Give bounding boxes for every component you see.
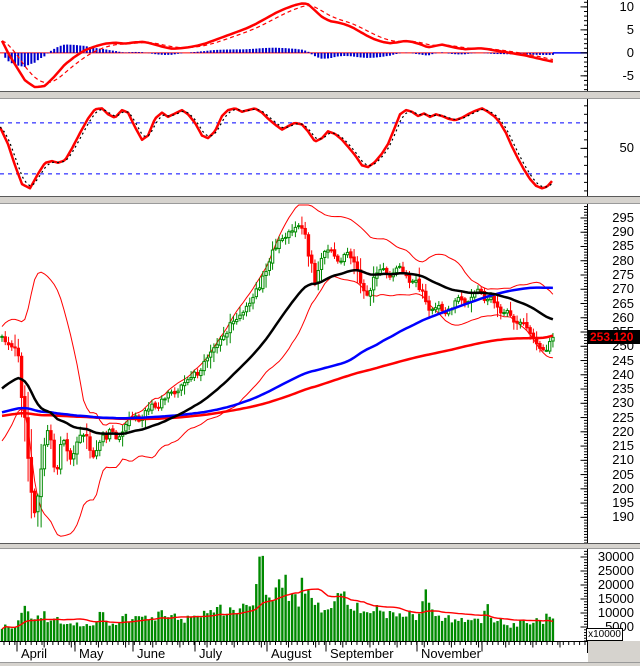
price-tick-label: 205	[612, 466, 634, 482]
price-tick-label: 295	[612, 209, 634, 225]
month-label-september: September	[330, 646, 394, 661]
price-tick-label: 230	[612, 395, 634, 411]
vol-tick-label: 10000	[597, 604, 634, 620]
price-tick-label: 270	[612, 281, 634, 297]
volume-unit-box: x10000	[586, 628, 623, 641]
month-label-august: August	[271, 646, 312, 661]
price-tick-label: 245	[612, 352, 634, 368]
bottom-frame	[0, 662, 640, 666]
vol-tick-label: 15000	[597, 590, 634, 606]
price-tick-label: 290	[612, 224, 634, 240]
price-tick-label: 190	[612, 509, 634, 525]
month-label-june: June	[137, 646, 166, 661]
price-tick-label: 265	[612, 295, 634, 311]
price-tick-label: 220	[612, 423, 634, 439]
macd-tick-label: -5	[622, 67, 634, 83]
macd-tick-label: 5	[626, 21, 634, 37]
macd-tick-label: 0	[626, 44, 634, 60]
last-price-badge: 253.120	[588, 330, 640, 344]
price-tick-label: 200	[612, 480, 634, 496]
vol-tick-label: 20000	[597, 576, 634, 592]
price-tick-label: 225	[612, 409, 634, 425]
price-tick-label: 195	[612, 495, 634, 511]
price-tick-label: 240	[612, 366, 634, 382]
panel-divider-3[interactable]	[0, 543, 640, 549]
macd-tick-label: 10	[619, 0, 634, 14]
stoch-tick-label: 50	[619, 140, 634, 156]
vol-tick-label: 25000	[597, 562, 634, 578]
price-tick-label: 285	[612, 238, 634, 254]
price-tick-label: 235	[612, 381, 634, 397]
price-tick-label: 280	[612, 252, 634, 268]
panel-divider-2[interactable]	[0, 196, 640, 204]
panel-divider-1[interactable]	[0, 91, 640, 99]
price-tick-label: 275	[612, 266, 634, 282]
month-label-november: November	[421, 646, 481, 661]
bottom-right-frame	[588, 641, 640, 666]
price-tick-label: 210	[612, 452, 634, 468]
month-label-july: July	[199, 646, 223, 661]
price-tick-label: 215	[612, 438, 634, 454]
vol-tick-label: 30000	[597, 548, 634, 564]
month-label-may: May	[79, 646, 104, 661]
price-tick-label: 260	[612, 309, 634, 325]
month-label-april: April	[21, 646, 48, 661]
